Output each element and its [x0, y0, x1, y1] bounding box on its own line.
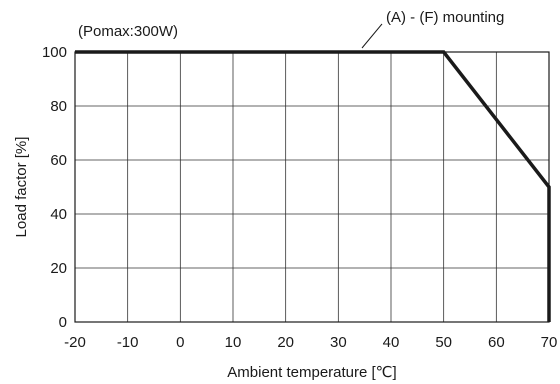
- y-tick-label: 80: [50, 98, 67, 115]
- x-tick-label: 10: [225, 334, 242, 351]
- y-tick-label: 0: [59, 314, 67, 331]
- y-tick-label: 60: [50, 152, 67, 169]
- x-tick-label: 20: [277, 334, 294, 351]
- x-tick-label: 0: [176, 334, 184, 351]
- x-tick-label: 70: [541, 334, 558, 351]
- series-line: [75, 50, 551, 322]
- x-axis-title: Ambient temperature [℃]: [227, 364, 396, 381]
- plot-frame: [74, 51, 550, 323]
- series-layer: [75, 50, 551, 322]
- y-tick-label: 20: [50, 260, 67, 277]
- pomax-annotation: (Pomax:300W): [78, 23, 178, 40]
- x-tick-label: -20: [64, 334, 86, 351]
- y-tick-label: 40: [50, 206, 67, 223]
- grid: [74, 51, 550, 323]
- x-tick-label: -10: [117, 334, 139, 351]
- x-tick-label: 50: [435, 334, 452, 351]
- y-axis-title: Load factor [%]: [13, 137, 30, 238]
- series-label-leader: [361, 23, 383, 49]
- x-tick-label: 30: [330, 334, 347, 351]
- series-label: (A) - (F) mounting: [386, 9, 504, 26]
- x-tick-label: 60: [488, 334, 505, 351]
- y-tick-label: 100: [42, 44, 67, 61]
- x-tick-label: 40: [383, 334, 400, 351]
- tick-labels: -20 -10 0 10 20 30 40 50 60 70 0 20 40 60 80 100: [42, 44, 557, 351]
